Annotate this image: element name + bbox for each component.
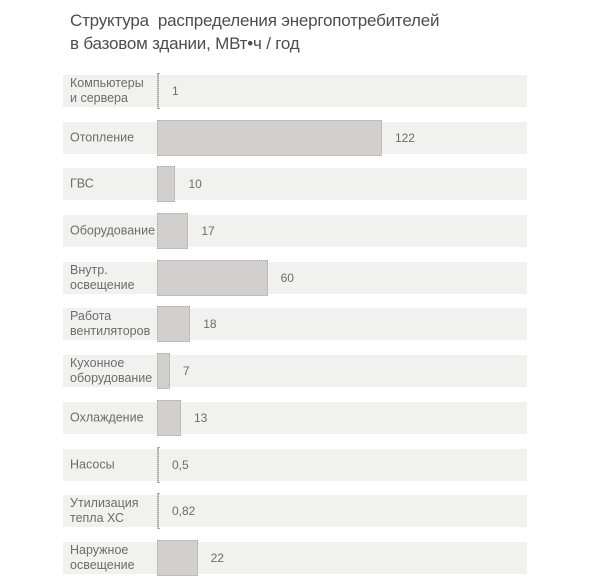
category-label: Кухонное оборудование [70,356,153,386]
bar-area: 13 [157,399,208,436]
value-bar [157,166,176,203]
value-bar [157,306,191,343]
chart-row: Утилизация тепла ХС 0,82 [63,493,527,530]
bar-area: 122 [157,119,415,156]
value-bar [157,493,159,530]
chart-row: Наружное освещение 22 [63,539,527,576]
bar-area: 18 [157,306,217,343]
value-bar [157,213,189,250]
bar-area: 60 [157,259,294,296]
bar-area: 17 [157,213,215,250]
value-bar [157,259,268,296]
value-label: 0,82 [172,504,196,519]
category-label: Внутр. освещение [70,262,135,292]
category-label: ГВС [70,176,94,191]
category-label: Насосы [70,457,115,471]
category-label: Работа вентиляторов [70,309,151,339]
bar-area: 0,82 [157,493,196,530]
value-label: 1 [172,84,179,98]
value-label: 18 [203,317,217,332]
chart-row: Оборудование 17 [63,213,527,250]
chart-row: Насосы 0,5 [63,446,527,483]
value-bar [157,73,159,109]
category-label: Наружное освещение [70,542,135,572]
value-bar [157,539,198,576]
bar-area: 22 [157,539,224,576]
value-label: 10 [188,177,202,192]
chart-row: Компьютеры и сервера 1 [63,73,527,109]
value-bar [157,353,170,390]
bar-area: 7 [157,353,190,390]
chart-row: ГВС 10 [63,166,527,203]
chart-row: Внутр. освещение 60 [63,259,527,296]
value-bar [157,446,159,483]
bar-area: 1 [157,73,179,109]
value-label: 7 [182,364,190,379]
chart-row: Охлаждение 13 [63,399,527,436]
value-label: 22 [210,550,224,565]
category-label: Утилизация тепла ХС [70,496,139,526]
value-bar [157,399,181,436]
value-label: 17 [201,224,215,239]
category-label: Охлаждение [70,410,144,425]
value-label: 60 [280,270,294,285]
bar-rows: Компьютеры и сервера 1 Отопление 122 ГВС… [63,73,527,576]
value-label: 122 [394,130,415,145]
value-bar [157,119,382,156]
chart-row: Работа вентиляторов 18 [63,306,527,343]
chart-row: Отопление 122 [63,119,527,156]
bar-area: 10 [157,166,202,203]
category-label: Компьютеры и сервера [70,76,144,105]
chart-title: Структура распределения энергопотребител… [70,11,440,53]
chart-row: Кухонное оборудование 7 [63,353,527,390]
category-label: Отопление [70,130,135,145]
value-label: 0,5 [172,457,189,472]
value-label: 13 [193,410,208,425]
bar-area: 0,5 [157,446,189,483]
category-label: Оборудование [70,223,156,238]
